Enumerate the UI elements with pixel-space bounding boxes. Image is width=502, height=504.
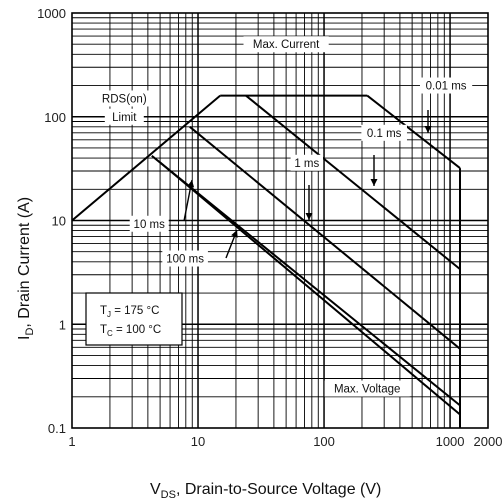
plot-frame [71,12,489,429]
x-axis-title: VDS, Drain-to-Source Voltage (V) [150,481,381,501]
junction-temperature-label: TJ = 175 °C [100,305,159,319]
y-tick-label: 100 [44,110,66,125]
tc-value: = 100 °C [113,324,161,336]
x-tick-label: 10 [191,434,205,449]
y-axis-title: ID, Drain Current (A) [16,197,36,340]
label-0-01-ms: 0.01 ms [426,81,467,93]
series-0-1-ms [245,94,461,270]
arrow-head [231,230,238,238]
series-100-ms [158,160,461,416]
y-tick-label: 1000 [37,6,66,21]
series-0-01-ms [366,94,461,169]
label-bg-0-1-ms [361,124,407,141]
label-100-ms: 100 ms [166,254,204,266]
label-bg-limit [104,108,144,125]
label-bg-rds-on [98,90,151,107]
y-axis-rest: , Drain Current (A) [16,197,33,328]
label-10-ms: 10 ms [134,219,166,231]
tj-subscript: J [107,310,111,319]
tc-subscript: C [107,329,113,338]
x-tick-label: 1 [68,434,75,449]
tj-symbol: T [100,305,107,317]
series-rds-on-limit [71,94,221,222]
tj-value: = 175 °C [111,305,159,317]
arrow-head [187,180,195,188]
label-0-1-ms: 0.1 ms [367,128,402,140]
y-tick-label: 0.1 [48,421,66,436]
label-bg-max-current [243,36,329,53]
label-bg-100-ms [162,250,208,267]
label-bg-10-ms [129,215,169,232]
x-axis-subscript: DS [161,489,176,501]
label-limit: Limit [112,112,137,124]
arrow-head [305,213,313,220]
case-temperature-label: TC = 100 °C [100,324,161,338]
series-lines [71,94,461,428]
label-bg-1-ms [290,154,324,171]
x-tick-label: 2000 [474,434,502,449]
series-1-ms [189,126,461,350]
x-axis-rest: , Drain-to-Source Voltage (V) [176,481,381,498]
annotations: RDS(on) Limit Max. Current 0.01 ms 0.1 ms 1 m… [98,36,473,397]
grid [72,13,488,428]
y-tick-label: 1 [59,317,66,332]
arrow-head [424,126,432,133]
label-bg-max-voltage [324,380,410,397]
label-max-current: Max. Current [253,39,320,51]
label-bg-0-01-ms [419,77,473,94]
tc-symbol: T [100,324,107,336]
x-axis-symbol: V [150,481,161,498]
label-max-voltage: Max. Voltage [334,384,400,396]
x-tick-label: 100 [313,434,335,449]
y-axis-subscript: D [24,328,36,336]
y-tick-label: 10 [52,214,66,229]
arrow-head [370,179,378,186]
conditions-box-frame [85,292,183,346]
y-axis-symbol: I [16,336,33,340]
conditions-box: TJ = 175 °C TC = 100 °C [85,292,183,346]
label-rds-on: RDS(on) [102,93,147,105]
x-tick-label: 1000 [436,434,465,449]
label-1-ms: 1 ms [294,158,319,170]
